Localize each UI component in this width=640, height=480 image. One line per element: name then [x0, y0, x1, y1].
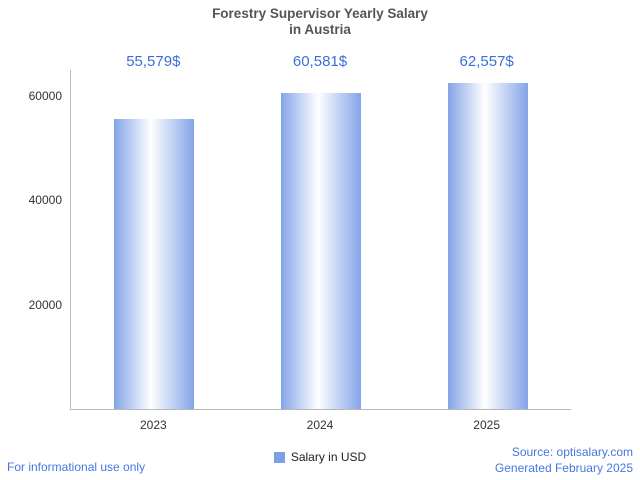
disclaimer-text: For informational use only [7, 460, 146, 474]
bar-2023[interactable] [114, 119, 195, 409]
bar-2024[interactable] [281, 93, 361, 409]
source-link[interactable]: Source: optisalary.com [511, 445, 633, 459]
y-axis-tick-20000: 20000 [28, 297, 62, 312]
value-label-2025: 62,557$ [459, 53, 514, 70]
source-block: Source: optisalary.com Generated Februar… [495, 444, 633, 476]
legend: Salary in USD [0, 450, 640, 464]
value-label-2024: 60,581$ [292, 53, 348, 70]
x-axis-label-2023: 2023 [139, 418, 167, 432]
y-axis-tick-40000: 40000 [28, 193, 62, 208]
bar-2025[interactable] [447, 83, 528, 409]
chart-title-line-2: in Austria [289, 22, 351, 37]
x-axis-label-2024: 2024 [306, 418, 334, 432]
legend-marker-icon [273, 451, 285, 463]
y-axis-tick-60000: 60000 [28, 89, 62, 104]
plot-area [70, 70, 571, 410]
chart-title-line-1: Forestry Supervisor Yearly Salary [212, 6, 428, 21]
x-axis-label-2025: 2025 [473, 418, 500, 432]
generated-date: Generated February 2025 [494, 461, 633, 475]
legend-label: Salary in USD [290, 450, 367, 464]
value-label-2023: 55,579$ [126, 53, 181, 70]
